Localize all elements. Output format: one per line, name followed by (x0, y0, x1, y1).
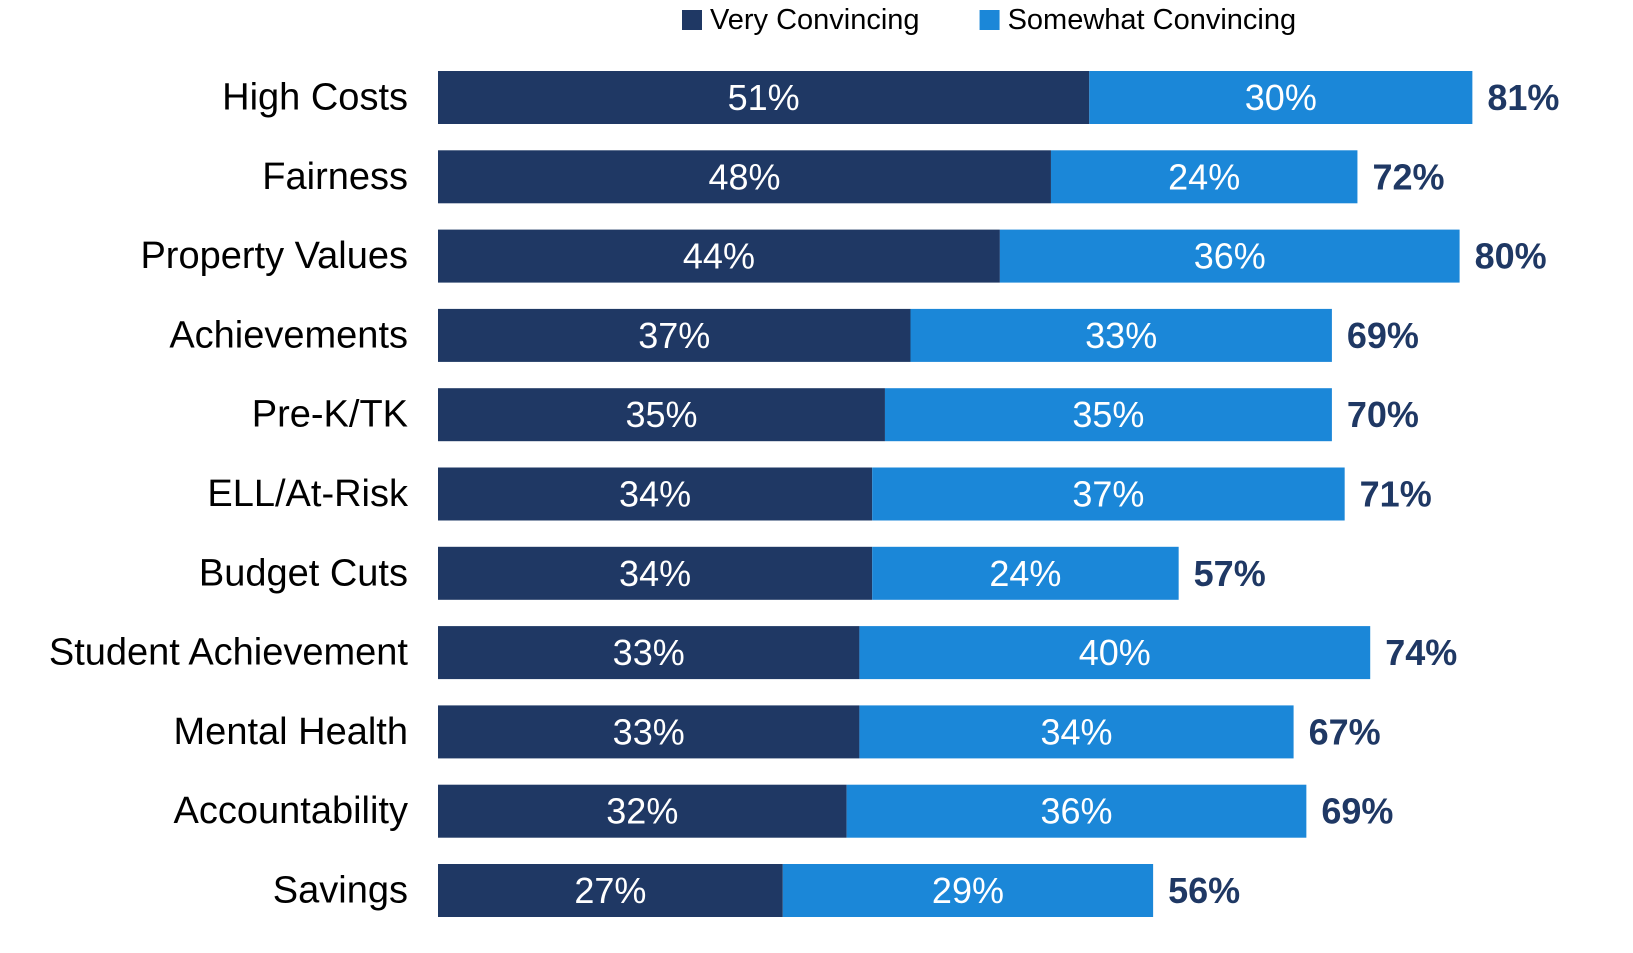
segment-label: 37% (638, 315, 710, 356)
segment-label: 51% (728, 77, 800, 118)
segment-label: 30% (1245, 77, 1317, 118)
segment-label: 36% (1194, 236, 1266, 277)
category-label: Mental Health (174, 711, 408, 753)
total-label: 74% (1385, 632, 1457, 673)
total-label: 70% (1347, 394, 1419, 435)
segment-label: 35% (1072, 394, 1144, 435)
segment-label: 44% (683, 236, 755, 277)
bar-segment (999, 229, 1460, 283)
category-label: Student Achievement (49, 632, 409, 674)
legend-label: Somewhat Convincing (1008, 4, 1297, 36)
total-label: 57% (1194, 553, 1266, 594)
total-label: 72% (1372, 156, 1444, 197)
segment-label: 34% (619, 474, 691, 515)
bar-segment (910, 308, 1332, 362)
segment-label: 34% (619, 553, 691, 594)
legend-label: Very Convincing (710, 4, 920, 36)
category-label: ELL/At-Risk (207, 473, 409, 515)
legend-swatch (979, 10, 1000, 30)
total-label: 71% (1360, 474, 1432, 515)
bar-segment (438, 229, 1000, 283)
segment-label: 48% (708, 156, 780, 197)
bar-segment (1050, 150, 1358, 204)
segment-label: 33% (613, 632, 685, 673)
segment-label: 27% (574, 870, 646, 911)
segment-label: 29% (932, 870, 1004, 911)
total-label: 81% (1487, 77, 1559, 118)
bar-segment (438, 864, 783, 917)
bar-segment (846, 784, 1307, 838)
bar-segment (438, 308, 911, 362)
segment-label: 33% (1085, 315, 1157, 356)
segment-label: 24% (1168, 156, 1240, 197)
category-label: Accountability (174, 790, 408, 832)
bar-segment (438, 546, 873, 600)
category-label: Achievements (169, 314, 408, 356)
segment-label: 33% (613, 711, 685, 752)
bar-segment (1089, 71, 1473, 124)
bar-segment (438, 784, 847, 838)
segment-label: 24% (989, 553, 1061, 594)
bar-segment (438, 467, 873, 521)
total-label: 69% (1321, 791, 1393, 832)
legend-swatch (682, 10, 702, 30)
total-label: 69% (1347, 315, 1419, 356)
category-label: High Costs (222, 77, 408, 119)
bar-segment (438, 388, 885, 442)
bar-segment (884, 388, 1332, 442)
bar-segment (872, 467, 1345, 521)
segment-label: 35% (625, 394, 697, 435)
segment-label: 37% (1072, 474, 1144, 515)
segment-label: 32% (606, 791, 678, 832)
segment-label: 36% (1040, 791, 1112, 832)
category-label: Savings (273, 870, 408, 912)
category-label: Pre-K/TK (252, 394, 408, 436)
bar-segment (438, 626, 860, 680)
segment-label: 34% (1040, 711, 1112, 752)
bar-segment (872, 546, 1179, 600)
bar-segment (438, 150, 1051, 204)
bar-segment (782, 864, 1154, 917)
total-label: 80% (1475, 236, 1547, 277)
bar-segment (438, 705, 860, 759)
category-label: Property Values (140, 235, 408, 277)
total-label: 56% (1168, 870, 1240, 911)
bar-segment (859, 626, 1371, 680)
category-label: Fairness (262, 156, 408, 198)
bar-segment (859, 705, 1294, 759)
category-label: Budget Cuts (199, 552, 408, 594)
bar-segment (438, 71, 1090, 124)
total-label: 67% (1309, 711, 1381, 752)
segment-label: 40% (1079, 632, 1151, 673)
